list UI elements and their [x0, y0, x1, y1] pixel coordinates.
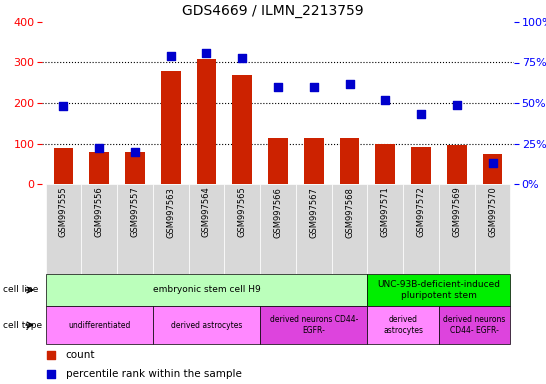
Text: count: count — [66, 350, 95, 360]
Text: GSM997565: GSM997565 — [238, 187, 247, 237]
Text: GSM997572: GSM997572 — [417, 187, 425, 237]
Bar — [197, 59, 216, 184]
Bar — [340, 138, 359, 184]
Bar — [403, 184, 439, 274]
Bar — [439, 184, 474, 274]
Bar — [260, 306, 367, 344]
Text: GSM997566: GSM997566 — [274, 187, 282, 238]
Bar — [45, 184, 81, 274]
Bar — [161, 71, 181, 184]
Point — [202, 50, 211, 56]
Text: cell type: cell type — [3, 321, 42, 329]
Text: percentile rank within the sample: percentile rank within the sample — [66, 369, 241, 379]
Bar — [296, 184, 331, 274]
Bar — [367, 274, 511, 306]
Text: GSM997571: GSM997571 — [381, 187, 390, 237]
Text: GSM997555: GSM997555 — [59, 187, 68, 237]
Point — [238, 55, 247, 61]
Bar — [54, 147, 73, 184]
Bar — [153, 184, 188, 274]
Bar — [367, 306, 439, 344]
Bar — [474, 184, 511, 274]
Text: GSM997567: GSM997567 — [309, 187, 318, 238]
Bar — [233, 76, 252, 184]
Text: cell line: cell line — [3, 285, 38, 295]
Text: derived astrocytes: derived astrocytes — [171, 321, 242, 329]
Bar — [439, 306, 511, 344]
Text: derived neurons
CD44- EGFR-: derived neurons CD44- EGFR- — [443, 315, 506, 335]
Text: GSM997564: GSM997564 — [202, 187, 211, 237]
Text: GSM997557: GSM997557 — [130, 187, 139, 237]
Bar — [367, 184, 403, 274]
Point — [130, 149, 139, 155]
Point — [310, 84, 318, 90]
Text: GSM997570: GSM997570 — [488, 187, 497, 237]
Text: derived
astrocytes: derived astrocytes — [383, 315, 423, 335]
Bar — [153, 306, 260, 344]
Bar — [447, 145, 467, 184]
Text: UNC-93B-deficient-induced
pluripotent stem: UNC-93B-deficient-induced pluripotent st… — [377, 280, 501, 300]
Bar — [376, 144, 395, 184]
Bar — [117, 184, 153, 274]
Bar — [125, 152, 145, 184]
Bar — [304, 138, 324, 184]
Bar — [483, 154, 502, 184]
Bar — [45, 306, 153, 344]
Point — [47, 352, 56, 358]
Text: embryonic stem cell H9: embryonic stem cell H9 — [153, 285, 260, 295]
Bar — [268, 138, 288, 184]
Point — [453, 101, 461, 108]
Text: GSM997568: GSM997568 — [345, 187, 354, 238]
Bar — [81, 184, 117, 274]
Point — [95, 145, 104, 151]
Point — [488, 160, 497, 166]
Bar — [45, 274, 367, 306]
Point — [167, 53, 175, 59]
Bar — [188, 184, 224, 274]
Point — [59, 103, 68, 109]
Bar — [90, 152, 109, 184]
Text: GSM997563: GSM997563 — [166, 187, 175, 238]
Bar — [224, 184, 260, 274]
Bar — [411, 147, 431, 184]
Text: undifferentiated: undifferentiated — [68, 321, 130, 329]
Point — [274, 84, 282, 90]
Point — [381, 97, 390, 103]
Text: derived neurons CD44-
EGFR-: derived neurons CD44- EGFR- — [270, 315, 358, 335]
Bar — [260, 184, 296, 274]
Point — [417, 111, 425, 118]
Text: GDS4669 / ILMN_2213759: GDS4669 / ILMN_2213759 — [182, 4, 364, 18]
Bar — [331, 184, 367, 274]
Text: GSM997556: GSM997556 — [94, 187, 104, 237]
Text: GSM997569: GSM997569 — [452, 187, 461, 237]
Point — [345, 81, 354, 87]
Point — [47, 371, 56, 377]
